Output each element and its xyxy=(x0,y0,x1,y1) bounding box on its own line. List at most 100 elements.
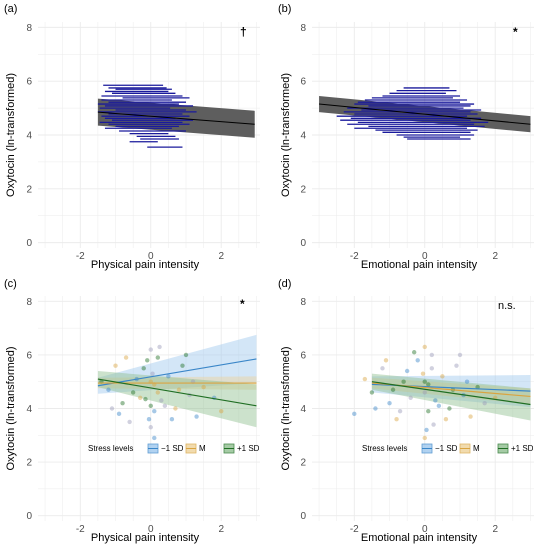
data-point xyxy=(137,395,143,400)
data-point xyxy=(130,390,136,395)
data-point xyxy=(150,371,155,376)
y-tick-label: 6 xyxy=(300,77,306,88)
data-point xyxy=(141,366,146,371)
data-point xyxy=(433,398,438,403)
series-line xyxy=(97,358,257,387)
data-point xyxy=(148,425,153,430)
data-point xyxy=(157,344,162,350)
y-tick-label: 4 xyxy=(300,404,306,415)
data-point xyxy=(443,417,449,422)
series-band xyxy=(371,377,531,405)
data-point xyxy=(155,355,161,360)
legend-title: Stress levels xyxy=(88,444,133,453)
panel-d: 0 2 4 6 8 -2 0 2 Stress levels −1 SD M +1 SD (d) n.… xyxy=(278,278,534,544)
data-point xyxy=(145,358,150,363)
data-point xyxy=(454,363,459,368)
y-tick-label: 2 xyxy=(300,184,306,195)
data-point xyxy=(373,406,378,411)
data-point xyxy=(390,387,396,392)
data-point xyxy=(436,403,442,409)
significance-marker: † xyxy=(240,25,247,39)
x-tick-label: -2 xyxy=(350,251,359,262)
data-point xyxy=(424,427,429,433)
data-point xyxy=(426,408,431,414)
series-line xyxy=(97,378,257,407)
data-point xyxy=(429,366,435,371)
data-point xyxy=(422,344,427,350)
significance-marker: n.s. xyxy=(498,300,516,312)
panel-b: 0 2 4 6 8 -2 0 2 (b) * Emotional pain intensity… xyxy=(278,3,534,271)
y-tick-label: 2 xyxy=(300,458,306,469)
data-point xyxy=(408,395,413,400)
legend-label: −1 SD xyxy=(161,444,184,453)
data-point xyxy=(420,371,426,376)
data-point xyxy=(116,411,122,417)
legend-title: Stress levels xyxy=(362,444,407,453)
data-point xyxy=(394,417,399,422)
data-point xyxy=(464,379,470,384)
data-point xyxy=(159,398,164,403)
y-axis-label: Oxytocin (ln-transformed) xyxy=(280,73,292,197)
y-tick-label: 2 xyxy=(26,184,32,195)
y-tick-label: 0 xyxy=(300,511,306,522)
data-point xyxy=(475,384,480,390)
y-axis-label: Oxytocin (ln-transformed) xyxy=(5,346,17,470)
x-axis-label: Emotional pain intensity xyxy=(361,259,478,271)
data-point xyxy=(369,390,375,395)
x-tick-label: 0 xyxy=(148,251,154,262)
x-tick-label: -2 xyxy=(76,251,85,262)
data-point xyxy=(155,390,161,395)
y-axis-label: Oxytocin (ln-transformed) xyxy=(5,73,17,197)
data-point xyxy=(120,400,125,406)
data-point xyxy=(201,384,206,390)
data-point xyxy=(429,352,435,358)
y-tick-label: 4 xyxy=(26,404,32,415)
y-tick-label: 8 xyxy=(26,23,32,34)
x-axis-label: Physical pain intensity xyxy=(91,259,200,271)
y-tick-label: 0 xyxy=(26,238,32,249)
data-point xyxy=(383,358,389,363)
y-tick-label: 4 xyxy=(26,131,32,142)
data-point xyxy=(404,368,410,374)
data-point xyxy=(468,414,473,419)
y-tick-label: 0 xyxy=(26,511,32,522)
data-point xyxy=(362,376,368,382)
data-point xyxy=(148,403,153,409)
data-point xyxy=(146,417,152,422)
data-point xyxy=(422,379,427,384)
data-point xyxy=(219,408,224,414)
data-point xyxy=(457,352,463,358)
x-tick-label: 0 xyxy=(422,251,428,262)
legend-label: −1 SD xyxy=(435,444,458,453)
data-point xyxy=(401,379,406,384)
panel-label: (d) xyxy=(278,278,291,290)
panel-label: (a) xyxy=(4,3,17,15)
data-point xyxy=(143,396,148,402)
data-point xyxy=(162,403,168,409)
data-point xyxy=(106,387,111,392)
y-tick-label: 8 xyxy=(26,297,32,308)
data-point xyxy=(123,355,129,360)
x-tick-label: 2 xyxy=(218,524,224,535)
y-axis-label: Oxytocin (ln-transformed) xyxy=(280,346,292,470)
data-point xyxy=(482,400,487,406)
data-point xyxy=(387,400,392,406)
data-point xyxy=(152,435,157,441)
x-tick-label: 2 xyxy=(492,251,498,262)
x-tick-label: 2 xyxy=(218,251,224,262)
data-point xyxy=(352,411,357,417)
data-point xyxy=(440,374,445,379)
data-point xyxy=(152,408,157,414)
regression-line xyxy=(319,103,531,125)
y-tick-label: 0 xyxy=(300,238,306,249)
y-tick-label: 6 xyxy=(300,350,306,361)
significance-marker: * xyxy=(513,25,518,39)
data-point xyxy=(411,350,417,355)
x-tick-label: -2 xyxy=(76,524,85,535)
legend-label: M xyxy=(473,444,480,453)
panel-label: (b) xyxy=(278,3,291,15)
data-point xyxy=(415,358,420,363)
y-tick-label: 8 xyxy=(300,297,306,308)
